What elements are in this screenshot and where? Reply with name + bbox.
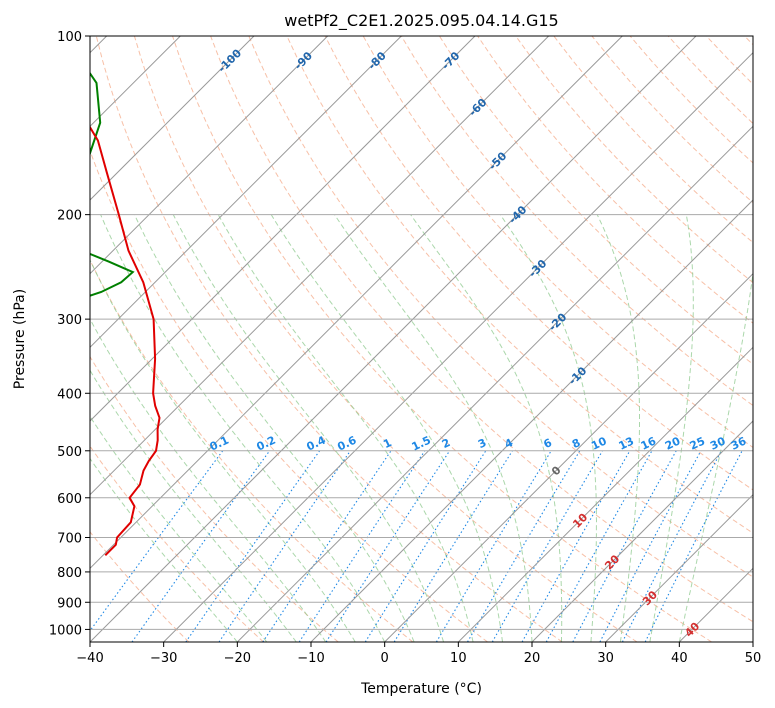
chart-title: wetPf2_C2E1.2025.095.04.14.G15 xyxy=(284,11,558,31)
dry-adiabat-line xyxy=(133,36,638,642)
y-tick-label: 900 xyxy=(57,596,82,611)
isotherm-line xyxy=(531,420,753,642)
y-axis: 1000 900 800 700 600 500 400 300 200 100 xyxy=(49,30,90,638)
isotherm-line xyxy=(90,36,255,201)
moist-adiabat-line xyxy=(90,318,327,642)
dry-adiabat-line xyxy=(362,36,753,449)
dry-adiabat-line xyxy=(515,36,753,284)
x-tick-label: 0 xyxy=(381,651,389,666)
isotherm-line xyxy=(236,125,753,642)
x-axis: −40 −30 −20 −10 0 10 20 30 40 50 xyxy=(76,642,761,666)
isotherm-line xyxy=(90,36,550,496)
y-tick-label: 200 xyxy=(57,209,82,224)
dry-adiabat-line xyxy=(172,36,712,642)
x-tick-label: −40 xyxy=(76,651,103,666)
moist-adiabat-line xyxy=(90,415,268,642)
mixing-ratio-line xyxy=(491,450,603,642)
y-axis-label: Pressure (hPa) xyxy=(12,289,28,389)
mixing-ratio-label: 20 xyxy=(663,434,683,452)
isotherm-line xyxy=(90,36,329,275)
moist-adiabat-line xyxy=(172,214,445,642)
x-tick-label: 50 xyxy=(745,651,762,666)
y-tick-label: 800 xyxy=(57,566,82,581)
moist-adiabat-line xyxy=(596,214,640,642)
mixing-ratio-label: 13 xyxy=(617,434,636,452)
mixing-ratio-label: 36 xyxy=(729,434,749,452)
mixing-ratio-line xyxy=(545,450,653,642)
mixing-ratio-line xyxy=(599,450,702,642)
y-tick-label: 1000 xyxy=(49,623,82,638)
dry-adiabat-line xyxy=(90,445,264,642)
x-tick-label: −30 xyxy=(150,651,177,666)
moist-adiabat-line xyxy=(270,214,503,642)
mixing-ratio-label: 10 xyxy=(589,434,609,452)
dry-adiabat-line xyxy=(286,36,753,534)
isotherm-line xyxy=(457,346,753,642)
y-tick-label: 400 xyxy=(57,387,82,402)
moist-adiabats xyxy=(90,214,753,642)
mixing-ratio-line xyxy=(435,450,552,642)
moist-adiabat-line xyxy=(410,214,563,642)
isotherm-line xyxy=(90,36,402,349)
mixing-ratio-label: 25 xyxy=(688,434,707,452)
isotherm-line xyxy=(384,272,753,642)
mixing-ratio-line xyxy=(325,450,451,642)
isotherm-line xyxy=(163,51,753,642)
isotherm-line xyxy=(90,36,476,422)
y-tick-label: 600 xyxy=(57,492,82,507)
y-tick-label: 300 xyxy=(57,313,82,328)
mixing-ratio-line xyxy=(218,450,351,642)
isotherm-line xyxy=(605,493,753,642)
mixing-ratio-line xyxy=(644,450,743,642)
moist-adiabat-line xyxy=(100,214,386,642)
dry-adiabat-line xyxy=(248,36,753,578)
x-tick-label: 30 xyxy=(597,651,614,666)
isotherm-line xyxy=(310,199,753,642)
mixing-ratio-line xyxy=(90,450,224,632)
plot-area: -100 -90 -80 -70-60-50-40-30-20-10010203040… xyxy=(90,36,753,642)
temperature-line xyxy=(90,125,161,557)
x-tick-label: −20 xyxy=(224,651,251,666)
moist-adiabat-line xyxy=(90,369,297,642)
x-tick-label: 10 xyxy=(450,651,467,666)
dry-adiabat-line xyxy=(324,36,753,491)
y-tick-label: 500 xyxy=(57,445,82,460)
isotherms xyxy=(90,36,753,642)
mixing-ratio-line xyxy=(467,450,581,642)
dry-adiabat-line xyxy=(400,36,753,407)
mixing-ratio-line xyxy=(185,450,321,642)
mixing-ratio-label: 16 xyxy=(639,434,659,452)
mixing-ratio-line xyxy=(262,450,392,642)
dry-adiabat-line xyxy=(90,149,488,642)
x-tick-label: −10 xyxy=(297,651,324,666)
y-tick-label: 100 xyxy=(57,30,82,45)
mixing-ratio-line xyxy=(572,450,677,642)
x-axis-label: Temperature (°C) xyxy=(360,681,482,697)
moist-adiabat-line xyxy=(134,214,415,642)
isobars xyxy=(90,36,753,630)
mixing-ratio-label: 30 xyxy=(708,434,728,452)
x-tick-label: 20 xyxy=(524,651,541,666)
isotherm-line xyxy=(90,36,697,642)
x-tick-label: 40 xyxy=(671,651,688,666)
moist-adiabat-line xyxy=(90,457,238,642)
mixing-ratio-line xyxy=(131,450,271,642)
moist-adiabat-line xyxy=(678,269,753,642)
moist-adiabat-line xyxy=(649,214,694,642)
dry-adiabat-line xyxy=(95,36,563,642)
moist-adiabat-line xyxy=(499,214,597,642)
mixing-ratio-line xyxy=(298,450,426,642)
moist-adiabat-line xyxy=(90,258,356,642)
dry-adiabat-line xyxy=(438,36,753,365)
dry-adiabat-line xyxy=(90,531,190,642)
plot-frame xyxy=(89,35,754,643)
dry-adiabat-line xyxy=(210,36,753,623)
dry-adiabat-line xyxy=(90,355,339,642)
y-tick-label: 700 xyxy=(57,532,82,547)
